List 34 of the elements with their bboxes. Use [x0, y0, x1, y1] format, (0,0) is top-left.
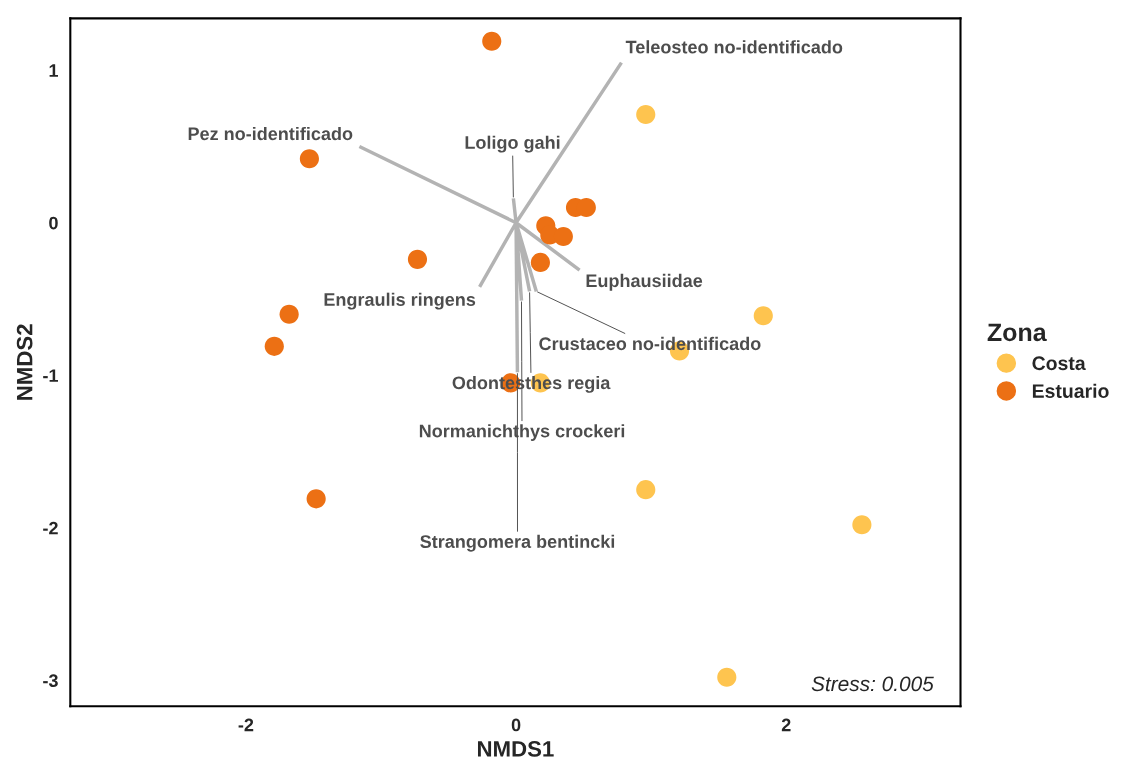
point — [852, 515, 872, 535]
point — [636, 104, 656, 125]
x-axis-title: NMDS1 — [478, 741, 554, 757]
point — [306, 489, 326, 509]
y-tick-label: -2 — [43, 521, 58, 535]
x-tick-label: -2 — [238, 718, 254, 732]
annotation: Crustaceo no-identificado — [539, 336, 761, 351]
y-tick-label: 1 — [49, 64, 58, 77]
point — [753, 306, 773, 326]
legend-label: Estuario — [1032, 383, 1109, 398]
y-tick-label: -1 — [43, 369, 58, 382]
annotation: Engraulis ringens — [324, 292, 476, 310]
annotation: Loligo gahi — [465, 135, 560, 153]
point — [482, 31, 502, 51]
point — [299, 149, 319, 169]
point — [407, 249, 428, 269]
legend-title: Zona — [987, 323, 1047, 342]
y-axis-title: NMDS2 — [16, 324, 33, 400]
point — [530, 252, 550, 272]
y-tick-label: 0 — [49, 216, 58, 230]
legend-label: Costa — [1032, 356, 1086, 371]
point — [553, 226, 573, 247]
x-tick-label: 2 — [781, 718, 791, 732]
point — [279, 304, 299, 324]
annotation: Euphausiidae — [586, 273, 703, 291]
point — [717, 667, 737, 687]
annotation: Pez no-identificado — [188, 126, 353, 141]
point — [636, 480, 656, 500]
point — [264, 336, 284, 356]
x-tick-label: 0 — [511, 718, 521, 732]
annotation: Strangomera bentincki — [420, 534, 615, 552]
annotation: Stress: 0.005 — [811, 676, 934, 692]
annotation: Teleosteo no-identificado — [625, 40, 843, 54]
y-tick-label: -3 — [43, 674, 58, 688]
